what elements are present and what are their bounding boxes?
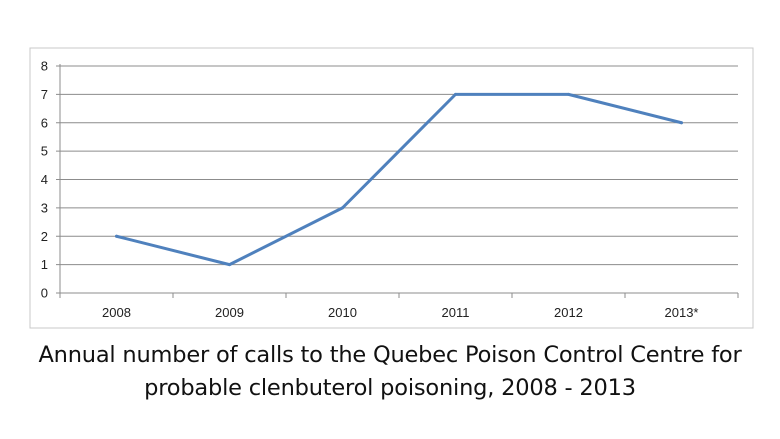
y-tick-label: 8: [41, 59, 48, 74]
x-tick-label: 2013*: [665, 305, 699, 320]
data-point: [454, 92, 457, 96]
x-tick-label: 2010: [328, 305, 357, 320]
y-tick-label: 7: [41, 87, 48, 102]
caption-line-1: Annual number of calls to the Quebec Poi…: [38, 342, 742, 368]
x-tick-label: 2011: [442, 305, 470, 320]
caption-line-2: probable clenbuterol poisoning, 2008 - 2…: [144, 375, 636, 401]
chart-frame: [29, 47, 754, 329]
y-tick-label: 1: [41, 257, 48, 272]
series-line-0: [115, 92, 683, 267]
y-tick-label: 5: [41, 144, 48, 159]
data-point: [341, 206, 344, 210]
x-tick-labels: 2008 2009 2010 2011 2012 2013*: [102, 305, 698, 320]
y-tick-label: 2: [41, 229, 48, 244]
y-tick-label: 4: [41, 172, 48, 187]
y-tick-label: 3: [41, 200, 48, 215]
chart-caption: Annual number of calls to the Quebec Poi…: [0, 339, 780, 405]
x-tick-label: 2008: [102, 305, 131, 320]
axes: [56, 64, 739, 298]
y-tick-labels: 0 1 2 3 4 5 6 7 8: [41, 59, 48, 301]
data-point: [567, 92, 570, 96]
series: [115, 92, 683, 267]
data-point: [680, 121, 683, 125]
y-tick-label: 6: [41, 115, 48, 130]
data-point: [228, 263, 231, 267]
x-tick-label: 2012: [554, 305, 583, 320]
line-chart: 0 1 2 3 4 5 6 7 8 2008 2009 2010 2011 2012 2013*: [29, 47, 754, 329]
data-point: [115, 234, 118, 238]
x-tick-label: 2009: [215, 305, 244, 320]
y-tick-label: 0: [41, 286, 48, 301]
